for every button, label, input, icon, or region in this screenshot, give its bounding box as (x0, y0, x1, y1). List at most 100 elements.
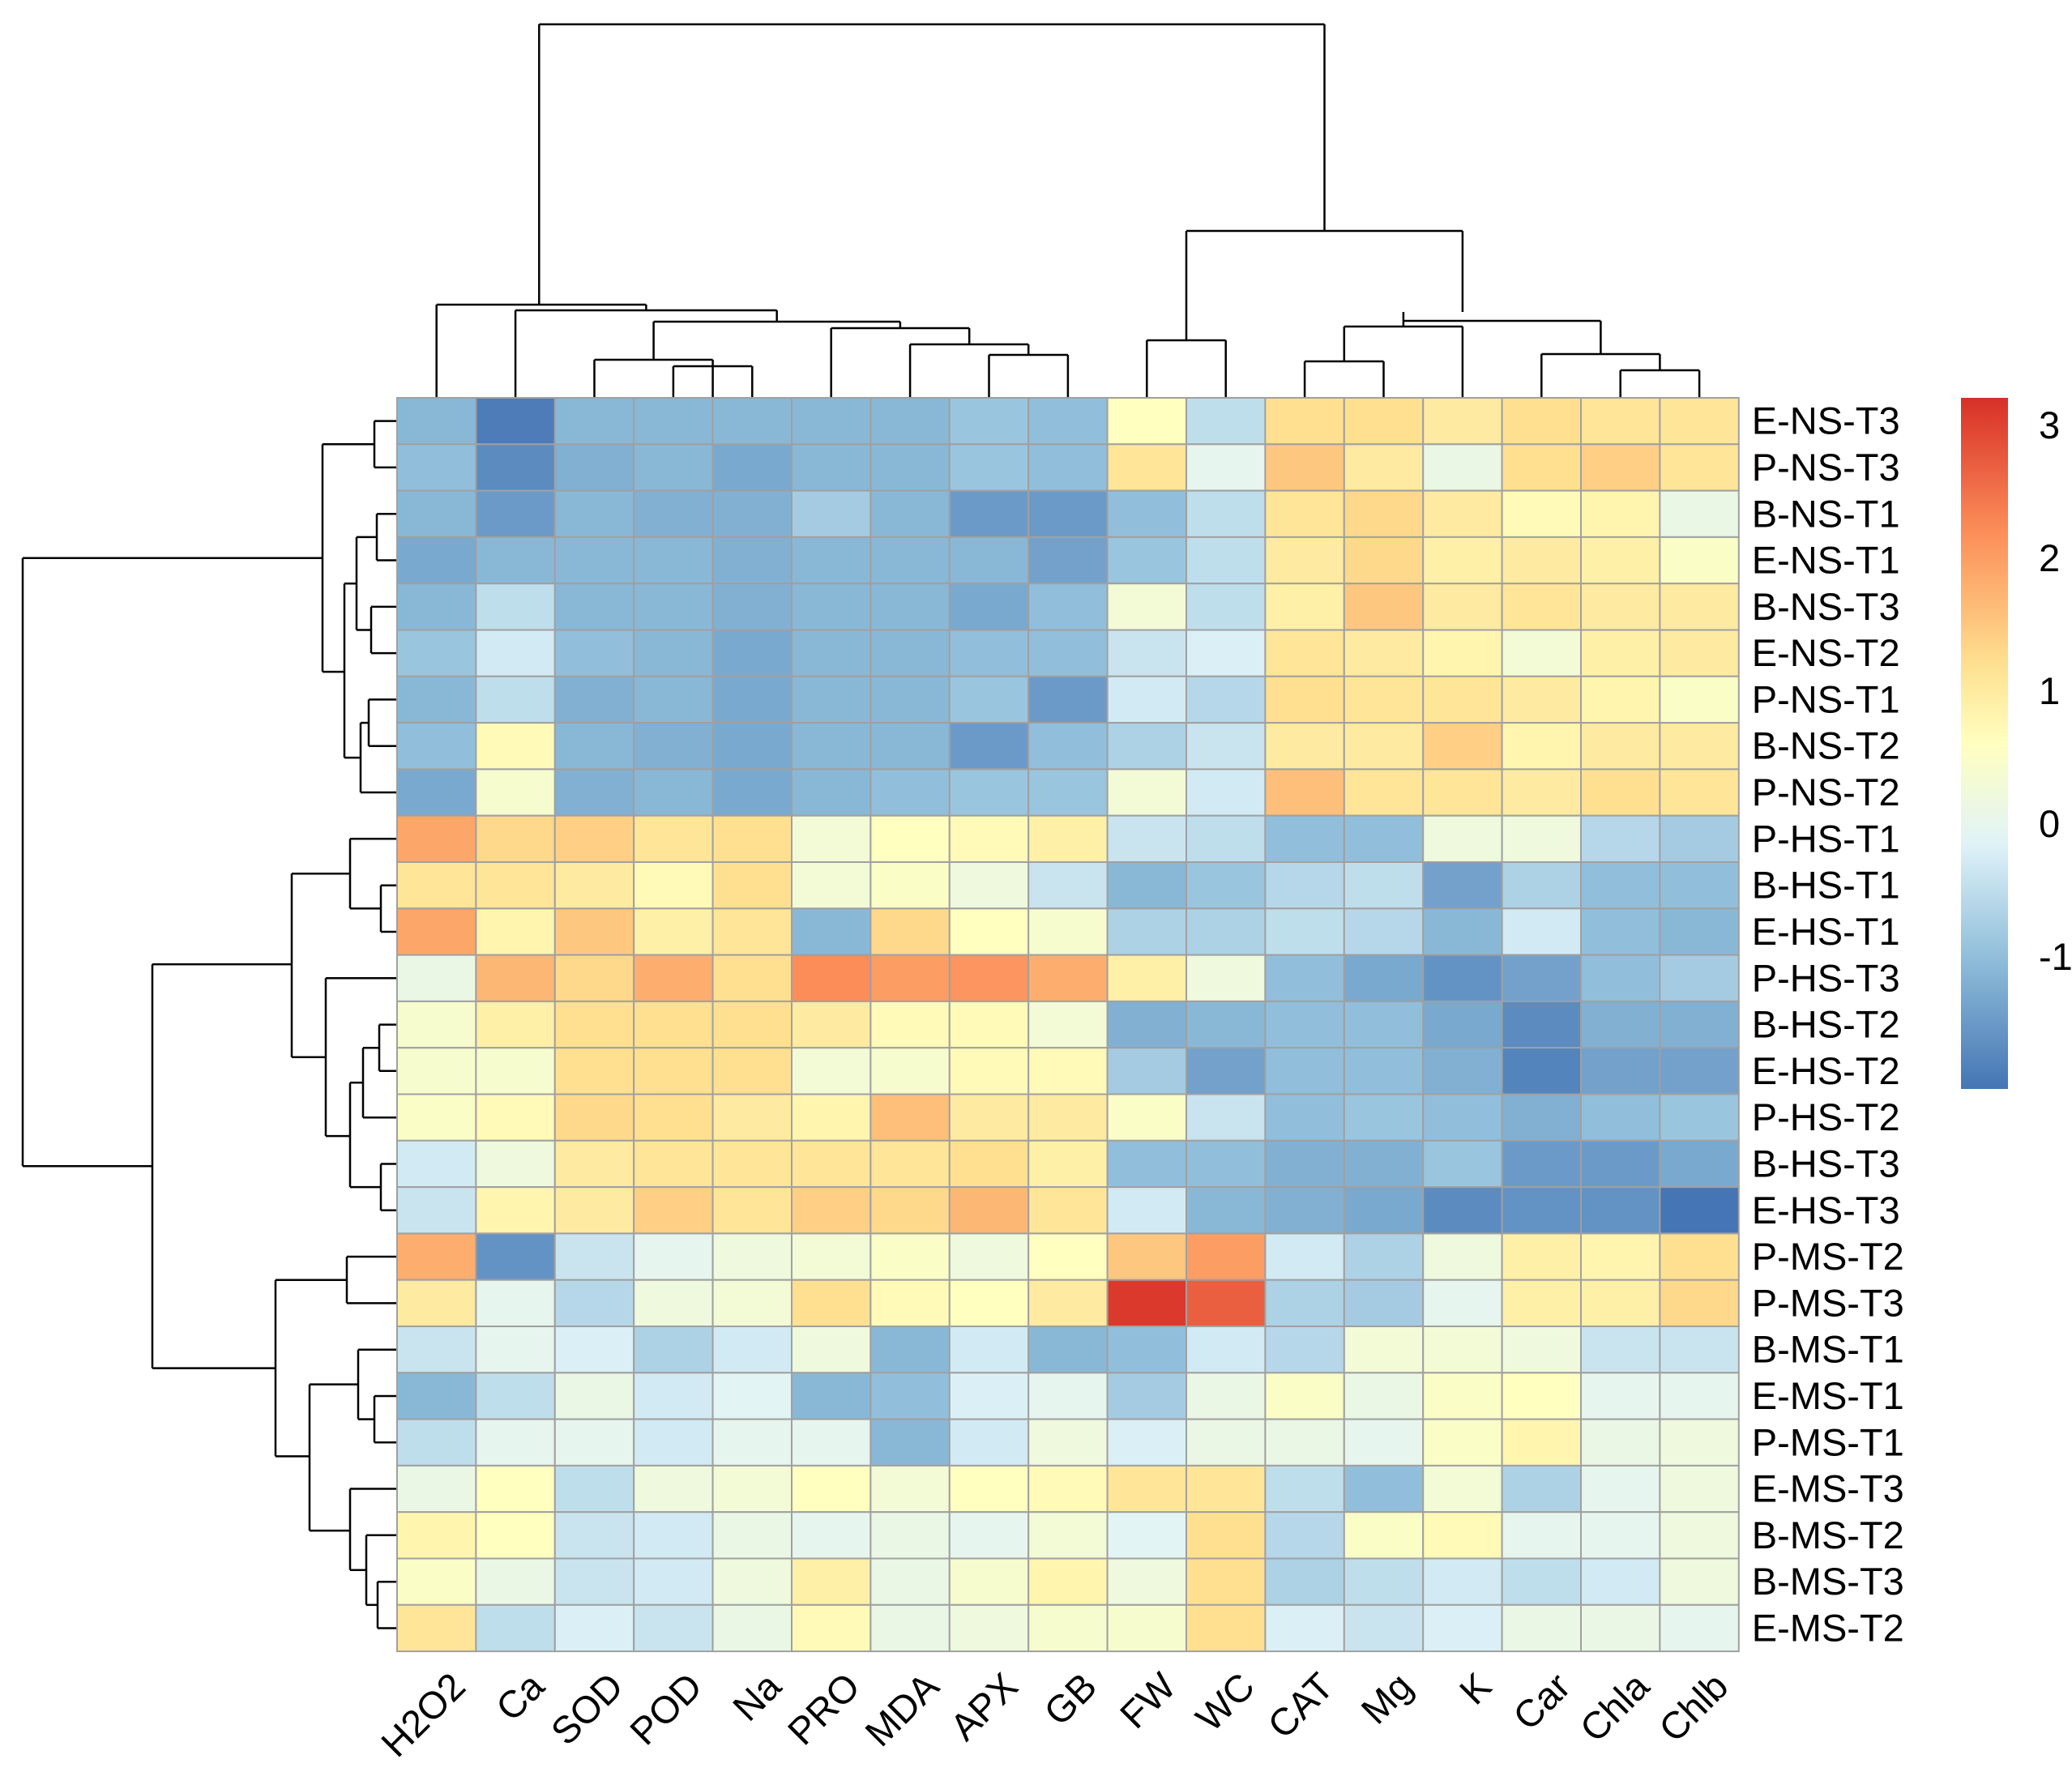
heatmap-cell (633, 489, 714, 538)
heatmap-cell (633, 954, 714, 1002)
heatmap-cell (791, 1047, 872, 1095)
heatmap-cell (1580, 443, 1661, 492)
heatmap-cell (791, 907, 872, 956)
heatmap-cell (1501, 722, 1582, 771)
heatmap-cell (1186, 489, 1267, 538)
heatmap-cell (948, 907, 1030, 956)
heatmap-cell (1264, 1464, 1345, 1514)
heatmap-cell (633, 1511, 714, 1560)
heatmap-cell (1264, 861, 1345, 910)
heatmap-cell (869, 1279, 951, 1327)
heatmap-cell (869, 1093, 951, 1142)
heatmap-cell (553, 861, 635, 910)
heatmap-cell (633, 1603, 714, 1653)
heatmap-cell (1106, 1139, 1187, 1189)
heatmap-cell (633, 536, 714, 585)
heatmap-cell (1580, 536, 1661, 585)
heatmap-cell (948, 536, 1030, 585)
heatmap-cell (1186, 1139, 1267, 1189)
heatmap-cell (1186, 1511, 1267, 1560)
heatmap-cell (553, 1464, 635, 1514)
heatmap-cell (1580, 583, 1661, 631)
legend-tick-label: 0 (2039, 802, 2060, 845)
heatmap-cell (1264, 768, 1345, 817)
heatmap-cell (1659, 1464, 1740, 1514)
heatmap-cell (1264, 1139, 1345, 1189)
row-label: E-NS-T2 (1752, 631, 1900, 674)
heatmap-cell (1027, 1047, 1109, 1095)
heatmap-cell (1264, 907, 1345, 956)
heatmap-cell (553, 1372, 635, 1420)
heatmap-cell (396, 1186, 477, 1235)
heatmap-cell (711, 907, 792, 956)
heatmap-cell (1580, 907, 1661, 956)
heatmap-cell (1343, 1464, 1425, 1514)
heatmap-cell (1186, 536, 1267, 585)
heatmap-cell (1186, 583, 1267, 631)
heatmap-cell (869, 443, 951, 492)
heatmap-cell (1027, 489, 1109, 538)
heatmap-cell (1580, 1047, 1661, 1095)
heatmap-cell (1580, 1279, 1661, 1327)
heatmap-cell (396, 1279, 477, 1327)
heatmap-cell (791, 954, 872, 1002)
heatmap-cell (1027, 1557, 1109, 1606)
heatmap-cell (475, 768, 556, 817)
heatmap-cell (791, 1326, 872, 1374)
heatmap-cell (711, 583, 792, 631)
heatmap-cell (948, 814, 1030, 864)
row-dendrogram (21, 420, 397, 1629)
heatmap-cell (869, 814, 951, 864)
heatmap-cell (1659, 1557, 1740, 1606)
heatmap-cell (1422, 1047, 1503, 1095)
heatmap-cell (1501, 861, 1582, 910)
heatmap-cell (1186, 954, 1267, 1002)
heatmap-cell (1659, 629, 1740, 677)
heatmap-cell (948, 675, 1030, 724)
heatmap-cell (948, 722, 1030, 771)
heatmap-cell (553, 1000, 635, 1049)
heatmap-cell (711, 1603, 792, 1653)
heatmap-cell (1343, 583, 1425, 631)
row-label: E-NS-T3 (1752, 399, 1900, 442)
heatmap-cell (633, 1372, 714, 1420)
heatmap-cell (1422, 536, 1503, 585)
heatmap-cell (1264, 1232, 1345, 1281)
heatmap-cell (711, 1279, 792, 1327)
row-label: E-NS-T1 (1752, 539, 1900, 582)
heatmap-cell (948, 768, 1030, 817)
heatmap-cell (1580, 1326, 1661, 1374)
heatmap-cell (1264, 814, 1345, 864)
heatmap-cell (711, 1186, 792, 1235)
heatmap-cell (1343, 443, 1425, 492)
heatmap-cell (553, 675, 635, 724)
heatmap-cell (396, 1047, 477, 1095)
heatmap-cell (1501, 1372, 1582, 1420)
heatmap-cell (791, 1139, 872, 1189)
heatmap-cell (1343, 489, 1425, 538)
heatmap-cell (1106, 583, 1187, 631)
heatmap-cell (553, 397, 635, 446)
heatmap-cell (711, 1557, 792, 1606)
heatmap-cell (475, 1000, 556, 1049)
heatmap-cell (711, 1372, 792, 1420)
heatmap-cell (1186, 1326, 1267, 1374)
heatmap-cell (475, 861, 556, 910)
heatmap-cell (553, 814, 635, 864)
heatmap-cell (711, 1464, 792, 1514)
heatmap-cell (1580, 1511, 1661, 1560)
heatmap-cell (791, 1418, 872, 1467)
heatmap-cell (1186, 814, 1267, 864)
heatmap-cell (475, 629, 556, 677)
heatmap-cell (633, 1093, 714, 1142)
heatmap-cell (1106, 907, 1187, 956)
heatmap-cell (475, 1139, 556, 1189)
heatmap-cell (869, 397, 951, 446)
heatmap-cell (1027, 1511, 1109, 1560)
heatmap-cell (633, 1232, 714, 1281)
heatmap-cell (1501, 1511, 1582, 1560)
row-label: B-NS-T3 (1752, 585, 1900, 628)
heatmap-cell (1343, 397, 1425, 446)
row-label: P-MS-T3 (1752, 1281, 1904, 1324)
heatmap-cell (1580, 1093, 1661, 1142)
